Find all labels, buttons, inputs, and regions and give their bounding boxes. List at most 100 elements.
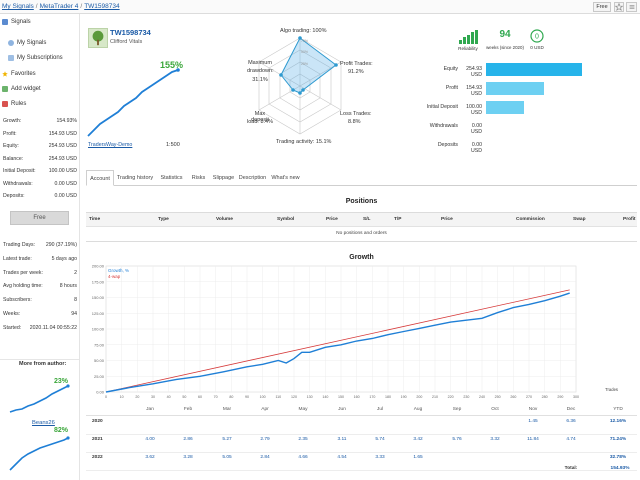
stat-row: Avg holding time: 8 hours xyxy=(3,283,77,289)
year-label: 2022 xyxy=(92,455,103,460)
positions-column-header: Price xyxy=(441,217,453,222)
signal-name[interactable]: TW1598734 xyxy=(110,28,151,37)
breadcrumb-platform-link[interactable]: MetaTrader 4 xyxy=(39,3,79,10)
more-signal-2-link[interactable]: Beans26 xyxy=(32,420,55,426)
settings-button[interactable] xyxy=(626,2,637,12)
radar-max-deposit-label: Max deposit xyxy=(251,111,269,123)
month-value: 11.84 xyxy=(527,437,539,442)
yearly-header-row xyxy=(86,406,637,416)
month-header: Mar xyxy=(222,407,232,412)
y-tick-label: 50.00 xyxy=(94,358,105,363)
signal-author[interactable]: Clifford Vitals xyxy=(110,39,143,45)
x-tick-label: 260 xyxy=(510,395,516,399)
tab-statistics[interactable]: Statistics xyxy=(160,175,183,181)
x-tick-label: 250 xyxy=(495,395,501,399)
month-value: 5.27 xyxy=(222,437,232,442)
sidebar-item-my-signals[interactable]: My Signals xyxy=(8,40,46,46)
free-subscribe-button[interactable]: Free xyxy=(10,211,69,225)
favorite-star-button[interactable] xyxy=(614,2,624,12)
stat-value: 5 days ago xyxy=(51,255,77,262)
y-tick-label: 175.00 xyxy=(92,279,105,284)
stat-value: 0.00 USD xyxy=(54,193,78,199)
stat-label: Initial Deposit: xyxy=(3,168,36,174)
positions-title: Positions xyxy=(345,198,378,205)
y-tick-label: 0.00 xyxy=(96,390,105,395)
stat-row: Equity: 254.93 USD xyxy=(3,143,77,149)
more-from-author-title: More from author: xyxy=(19,361,67,367)
month-header: Sep xyxy=(452,407,462,412)
signals-icon xyxy=(2,19,8,25)
broker-link[interactable]: TradersWay-Demo xyxy=(88,142,133,148)
stat-value: 0.00 USD xyxy=(54,180,78,187)
positions-column-header: Time xyxy=(89,217,101,222)
month-value: 5.74 xyxy=(375,437,385,442)
month-header: Feb xyxy=(183,407,193,412)
tab-what-s-new[interactable]: What's new xyxy=(271,175,300,181)
stat-label: Avg holding time: xyxy=(3,283,43,290)
leverage: 1:500 xyxy=(166,142,180,148)
tab-slippage[interactable]: Slippage xyxy=(212,175,235,181)
stat-value: 8 hours xyxy=(59,283,77,290)
growth-series-line xyxy=(105,292,570,393)
star-icon xyxy=(2,71,8,77)
positions-column-header: Price xyxy=(326,217,338,222)
year-row xyxy=(86,435,637,453)
month-value: 2.79 xyxy=(260,437,270,442)
more-signal-2-chart[interactable] xyxy=(8,432,70,472)
stat-row: Trades per week: 2 xyxy=(3,270,77,276)
tab-account[interactable]: Account xyxy=(86,170,114,186)
year-label: 2021 xyxy=(92,437,103,442)
ytd-value: 12.16% xyxy=(609,419,627,424)
breadcrumb-signals-link[interactable]: My Signals xyxy=(2,3,34,10)
breadcrumb-separator: / xyxy=(35,3,38,10)
x-tick-label: 190 xyxy=(401,395,407,399)
y-tick-label: 75.00 xyxy=(94,342,105,347)
month-header: Nov xyxy=(528,407,538,412)
tab-description[interactable]: Description xyxy=(238,175,267,181)
breadcrumb-account-link[interactable]: TW1598734 xyxy=(84,3,120,10)
more-signal-1-chart[interactable] xyxy=(8,382,70,414)
positions-column-header: Swap xyxy=(573,217,586,222)
positions-column-header: Profit xyxy=(623,217,636,222)
x-tick-label: 150 xyxy=(338,395,344,399)
x-tick-label: 120 xyxy=(291,395,297,399)
month-header: YTD xyxy=(613,407,623,412)
stat-value: 94 xyxy=(71,311,77,317)
bar-label: Initial Deposit xyxy=(426,104,458,110)
month-header: Jul xyxy=(376,407,384,412)
sidebar-item-add-widget[interactable]: Add widget xyxy=(2,86,41,92)
x-tick-label: 40 xyxy=(167,395,171,399)
widget-icon xyxy=(2,86,8,92)
y-tick-label: 125.00 xyxy=(92,311,105,316)
year-label: 2020 xyxy=(92,419,103,424)
x-tick-label: 80 xyxy=(229,395,233,399)
sidebar-item-rules[interactable]: Rules xyxy=(2,101,26,107)
x-tick-label: 20 xyxy=(135,395,139,399)
stat-row: Growth: 154.93% xyxy=(3,118,77,124)
sidebar-item-my-subscriptions[interactable]: My Subscriptions xyxy=(8,55,63,61)
y-tick-label: 150.00 xyxy=(92,295,105,300)
month-value: 3.33 xyxy=(375,455,385,460)
tab-risks[interactable]: Risks xyxy=(191,175,206,181)
radar-algo-trading: Algo trading: 100% xyxy=(280,28,327,34)
radar-max-drawdown-label-2: drawdown: xyxy=(247,68,274,74)
month-value: 4.00 xyxy=(145,437,155,442)
stat-label: Trading Days: xyxy=(3,242,36,248)
stat-row: Balance: 254.93 USD xyxy=(3,156,77,162)
growth-chart[interactable]: 0.00 25.00 50.00 75.00 100.00 125.00 150.00 175… xyxy=(86,264,637,410)
month-value: 1.45 xyxy=(528,419,538,424)
legend-4wap: 4-wap xyxy=(108,274,121,279)
tree-icon xyxy=(92,30,104,46)
bar-label: Profit xyxy=(445,85,458,91)
tab-trading-history[interactable]: Trading history xyxy=(116,175,154,181)
free-top-button[interactable]: Free xyxy=(593,2,611,12)
ytd-value: 71.24% xyxy=(609,437,627,442)
radar-profit-trades-label: Profit Trades: xyxy=(340,61,373,67)
stat-row: Trading Days: 290 (37.19%) xyxy=(3,242,77,248)
bar-value: 100.00 USD xyxy=(466,104,482,116)
sidebar-item-favorites[interactable]: Favorites xyxy=(2,71,36,77)
stat-row: Latest trade: 5 days ago xyxy=(3,256,77,262)
sidebar-item-signals[interactable]: Signals xyxy=(2,19,31,25)
stat-value: 254.93 USD xyxy=(48,143,77,149)
month-header: Oct xyxy=(491,407,499,412)
